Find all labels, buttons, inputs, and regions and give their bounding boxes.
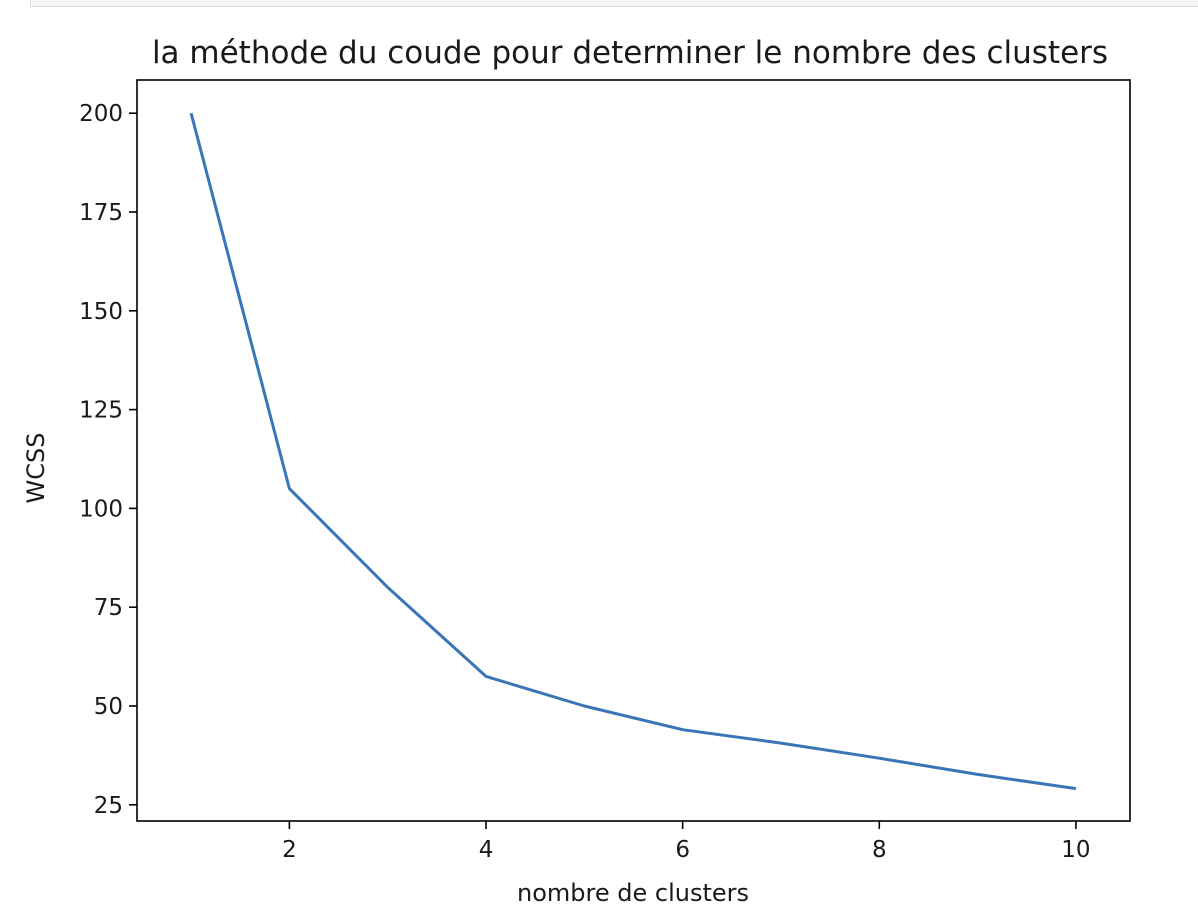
y-tick-label: 150: [79, 299, 123, 325]
y-tick-label: 200: [79, 101, 123, 127]
plot-area-frame: [136, 79, 1131, 822]
x-tick-label: 2: [282, 837, 297, 863]
x-tick-label: 6: [675, 837, 690, 863]
x-axis-ticks: 2 4 6 8 10: [282, 821, 1091, 863]
top-panel-edge: [30, 0, 1198, 7]
y-tick-label: 25: [94, 793, 123, 819]
series-layer: [189, 112, 1077, 791]
y-tick-label: 175: [79, 200, 123, 226]
y-tick-label: 75: [94, 595, 123, 621]
chart-title: la méthode du coude pour determiner le n…: [152, 35, 1108, 71]
y-tick-label: 125: [79, 398, 123, 424]
y-axis-label: WCSS: [22, 433, 50, 504]
y-tick-label: 50: [94, 694, 123, 720]
wcss-series-line: [189, 112, 1077, 791]
x-tick-label: 8: [872, 837, 887, 863]
y-tick-label: 100: [79, 496, 123, 522]
x-tick-label: 10: [1061, 837, 1090, 863]
x-tick-label: 4: [479, 837, 494, 863]
x-axis-label: nombre de clusters: [517, 879, 749, 907]
y-axis-ticks: 25 50 75 100 125 150 175 200: [79, 101, 137, 819]
